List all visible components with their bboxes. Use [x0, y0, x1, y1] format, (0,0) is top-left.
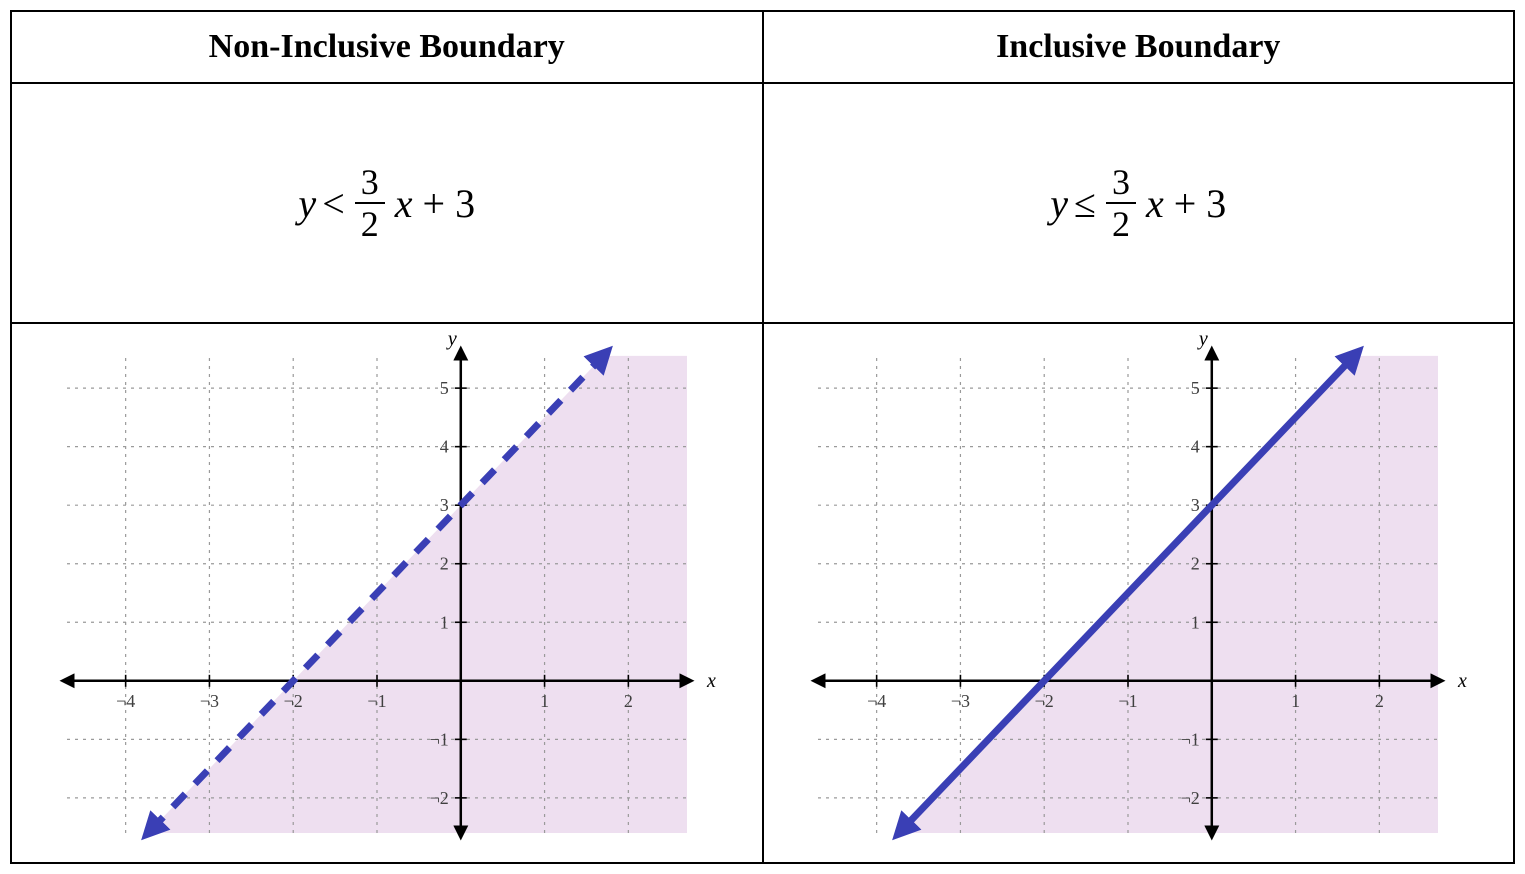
svg-text:2: 2 — [1375, 691, 1384, 711]
svg-text:5: 5 — [440, 378, 449, 398]
svg-text:1: 1 — [440, 612, 449, 632]
svg-text:¬1: ¬1 — [1119, 691, 1138, 711]
svg-text:1: 1 — [1291, 691, 1300, 711]
svg-text:x: x — [1457, 670, 1467, 692]
svg-text:¬3: ¬3 — [951, 691, 970, 711]
fraction: 3 2 — [355, 162, 385, 244]
svg-text:2: 2 — [1191, 554, 1200, 574]
chart-right-cell: ¬4 ¬3 ¬2 ¬1 1 2 ¬2 ¬1 1 2 3 4 5 x y — [763, 323, 1515, 863]
svg-text:¬1: ¬1 — [367, 691, 386, 711]
eq-rhs-const: + 3 — [423, 180, 476, 227]
chart-left-cell: ¬4 ¬3 ¬2 ¬1 1 2 ¬2 ¬1 1 2 3 4 5 x y — [11, 323, 763, 863]
svg-text:2: 2 — [624, 691, 633, 711]
eq-rhs-var: x — [1146, 180, 1164, 227]
svg-text:¬3: ¬3 — [200, 691, 219, 711]
svg-text:¬2: ¬2 — [1181, 788, 1200, 808]
svg-text:1: 1 — [1191, 612, 1200, 632]
svg-text:3: 3 — [440, 495, 449, 515]
eq-op: < — [322, 180, 345, 227]
svg-text:¬2: ¬2 — [283, 691, 302, 711]
header-right: Inclusive Boundary — [763, 11, 1515, 83]
comparison-table: Non-Inclusive Boundary Inclusive Boundar… — [10, 10, 1515, 864]
svg-text:¬4: ¬4 — [867, 691, 886, 711]
eq-lhs: y — [298, 180, 316, 227]
svg-text:¬1: ¬1 — [1181, 729, 1200, 749]
equation-left: y < 3 2 x + 3 — [11, 83, 763, 323]
svg-text:4: 4 — [1191, 437, 1200, 457]
svg-text:¬2: ¬2 — [429, 788, 448, 808]
eq-op: ≤ — [1074, 180, 1096, 227]
svg-text:4: 4 — [440, 437, 449, 457]
eq-lhs: y — [1050, 180, 1068, 227]
eq-rhs-const: + 3 — [1174, 180, 1227, 227]
header-left: Non-Inclusive Boundary — [11, 11, 763, 83]
fraction: 3 2 — [1106, 162, 1136, 244]
eq-rhs-var: x — [395, 180, 413, 227]
svg-text:¬1: ¬1 — [429, 729, 448, 749]
svg-text:2: 2 — [440, 554, 449, 574]
svg-text:y: y — [1197, 333, 1208, 350]
svg-text:5: 5 — [1191, 378, 1200, 398]
svg-text:x: x — [706, 670, 716, 692]
chart-left: ¬4 ¬3 ¬2 ¬1 1 2 ¬2 ¬1 1 2 3 4 5 x y — [37, 333, 737, 853]
svg-text:1: 1 — [540, 691, 549, 711]
svg-text:¬4: ¬4 — [116, 691, 135, 711]
svg-text:y: y — [446, 333, 457, 350]
svg-text:¬2: ¬2 — [1035, 691, 1054, 711]
equation-right: y ≤ 3 2 x + 3 — [763, 83, 1515, 323]
svg-text:3: 3 — [1191, 495, 1200, 515]
chart-right: ¬4 ¬3 ¬2 ¬1 1 2 ¬2 ¬1 1 2 3 4 5 x y — [788, 333, 1488, 853]
